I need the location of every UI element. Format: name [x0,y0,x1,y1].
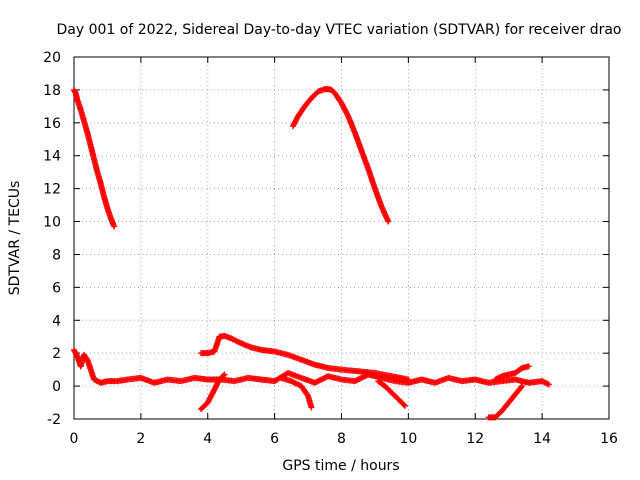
data-point [400,401,407,408]
data-point [308,404,315,411]
x-tick-label: 10 [399,431,417,447]
y-tick-label: 14 [43,149,61,165]
chart-title: Day 001 of 2022, Sidereal Day-to-day VTE… [56,22,621,38]
y-tick-label: 0 [52,379,61,395]
x-tick-label: 16 [600,431,618,447]
series-group [198,332,412,383]
y-tick-label: 18 [43,83,61,99]
series-group [375,378,409,409]
x-tick-label: 14 [533,431,551,447]
y-tick-label: -2 [47,412,61,428]
x-tick-labels: 0 2 4 6 8 10 12 14 16 [70,431,618,447]
y-tick-label: 16 [43,116,61,132]
data-points [71,86,552,421]
series-group [485,383,526,421]
y-tick-label: 4 [52,313,61,329]
grid-lines [74,57,609,419]
data-point [525,363,532,370]
tick-marks [73,56,610,420]
series-group [492,363,532,383]
data-point [402,402,409,409]
x-tick-label: 8 [337,431,346,447]
y-tick-label: 6 [52,280,61,296]
y-tick-label: 8 [52,247,61,263]
data-point [220,372,227,379]
series-group [278,374,315,411]
y-tick-labels: -2 0 2 4 6 8 10 12 14 16 18 20 [43,50,61,428]
data-point [385,218,392,225]
y-tick-label: 10 [43,215,61,231]
x-tick-label: 2 [136,431,145,447]
data-point [545,381,552,388]
series-group [71,86,118,230]
data-point [519,383,526,390]
series-group [71,346,552,388]
series-group [198,371,228,413]
y-tick-label: 2 [52,346,61,362]
y-axis-label: SDTVAR / TECUs [7,181,23,296]
x-tick-label: 12 [466,431,484,447]
series-group [290,86,392,225]
x-tick-label: 6 [270,431,279,447]
x-axis-label: GPS time / hours [282,458,399,474]
x-tick-label: 0 [70,431,79,447]
data-point [111,223,118,230]
data-point [221,371,228,378]
x-tick-label: 4 [203,431,212,447]
y-tick-label: 20 [43,50,61,66]
y-tick-label: 12 [43,182,61,198]
data-point [518,384,525,391]
